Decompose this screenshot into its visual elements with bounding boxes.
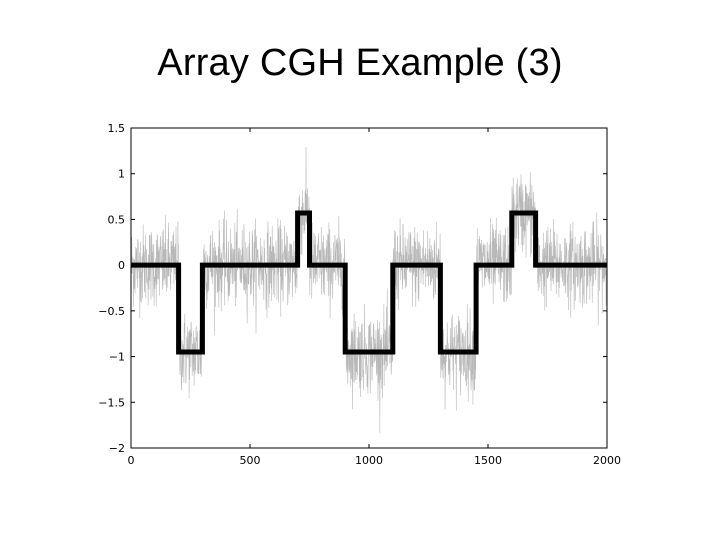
x-tick-label: 0 [128,454,135,467]
x-tick-label: 2000 [593,454,621,467]
y-tick-label: −1.5 [98,396,125,409]
y-tick-label: 1 [118,168,125,181]
y-tick-label: 1.5 [108,122,126,135]
y-tick-label: −1 [109,351,125,364]
x-axis-ticks: 0 500 1000 1500 2000 [128,128,621,467]
y-tick-label: 0 [118,259,125,272]
segmented-step-series [131,210,607,355]
x-tick-label: 1000 [355,454,383,467]
y-axis-ticks: 1.5 1 0.5 0 −0.5 −1 −1.5 −2 [98,122,607,455]
slide-title: Array CGH Example (3) [157,42,563,84]
segmented-step-line [131,210,607,355]
x-tick-label: 1500 [474,454,502,467]
y-tick-label: 0.5 [108,213,126,226]
y-tick-label: −2 [109,442,125,455]
x-tick-label: 500 [240,454,261,467]
y-tick-label: −0.5 [98,305,125,318]
